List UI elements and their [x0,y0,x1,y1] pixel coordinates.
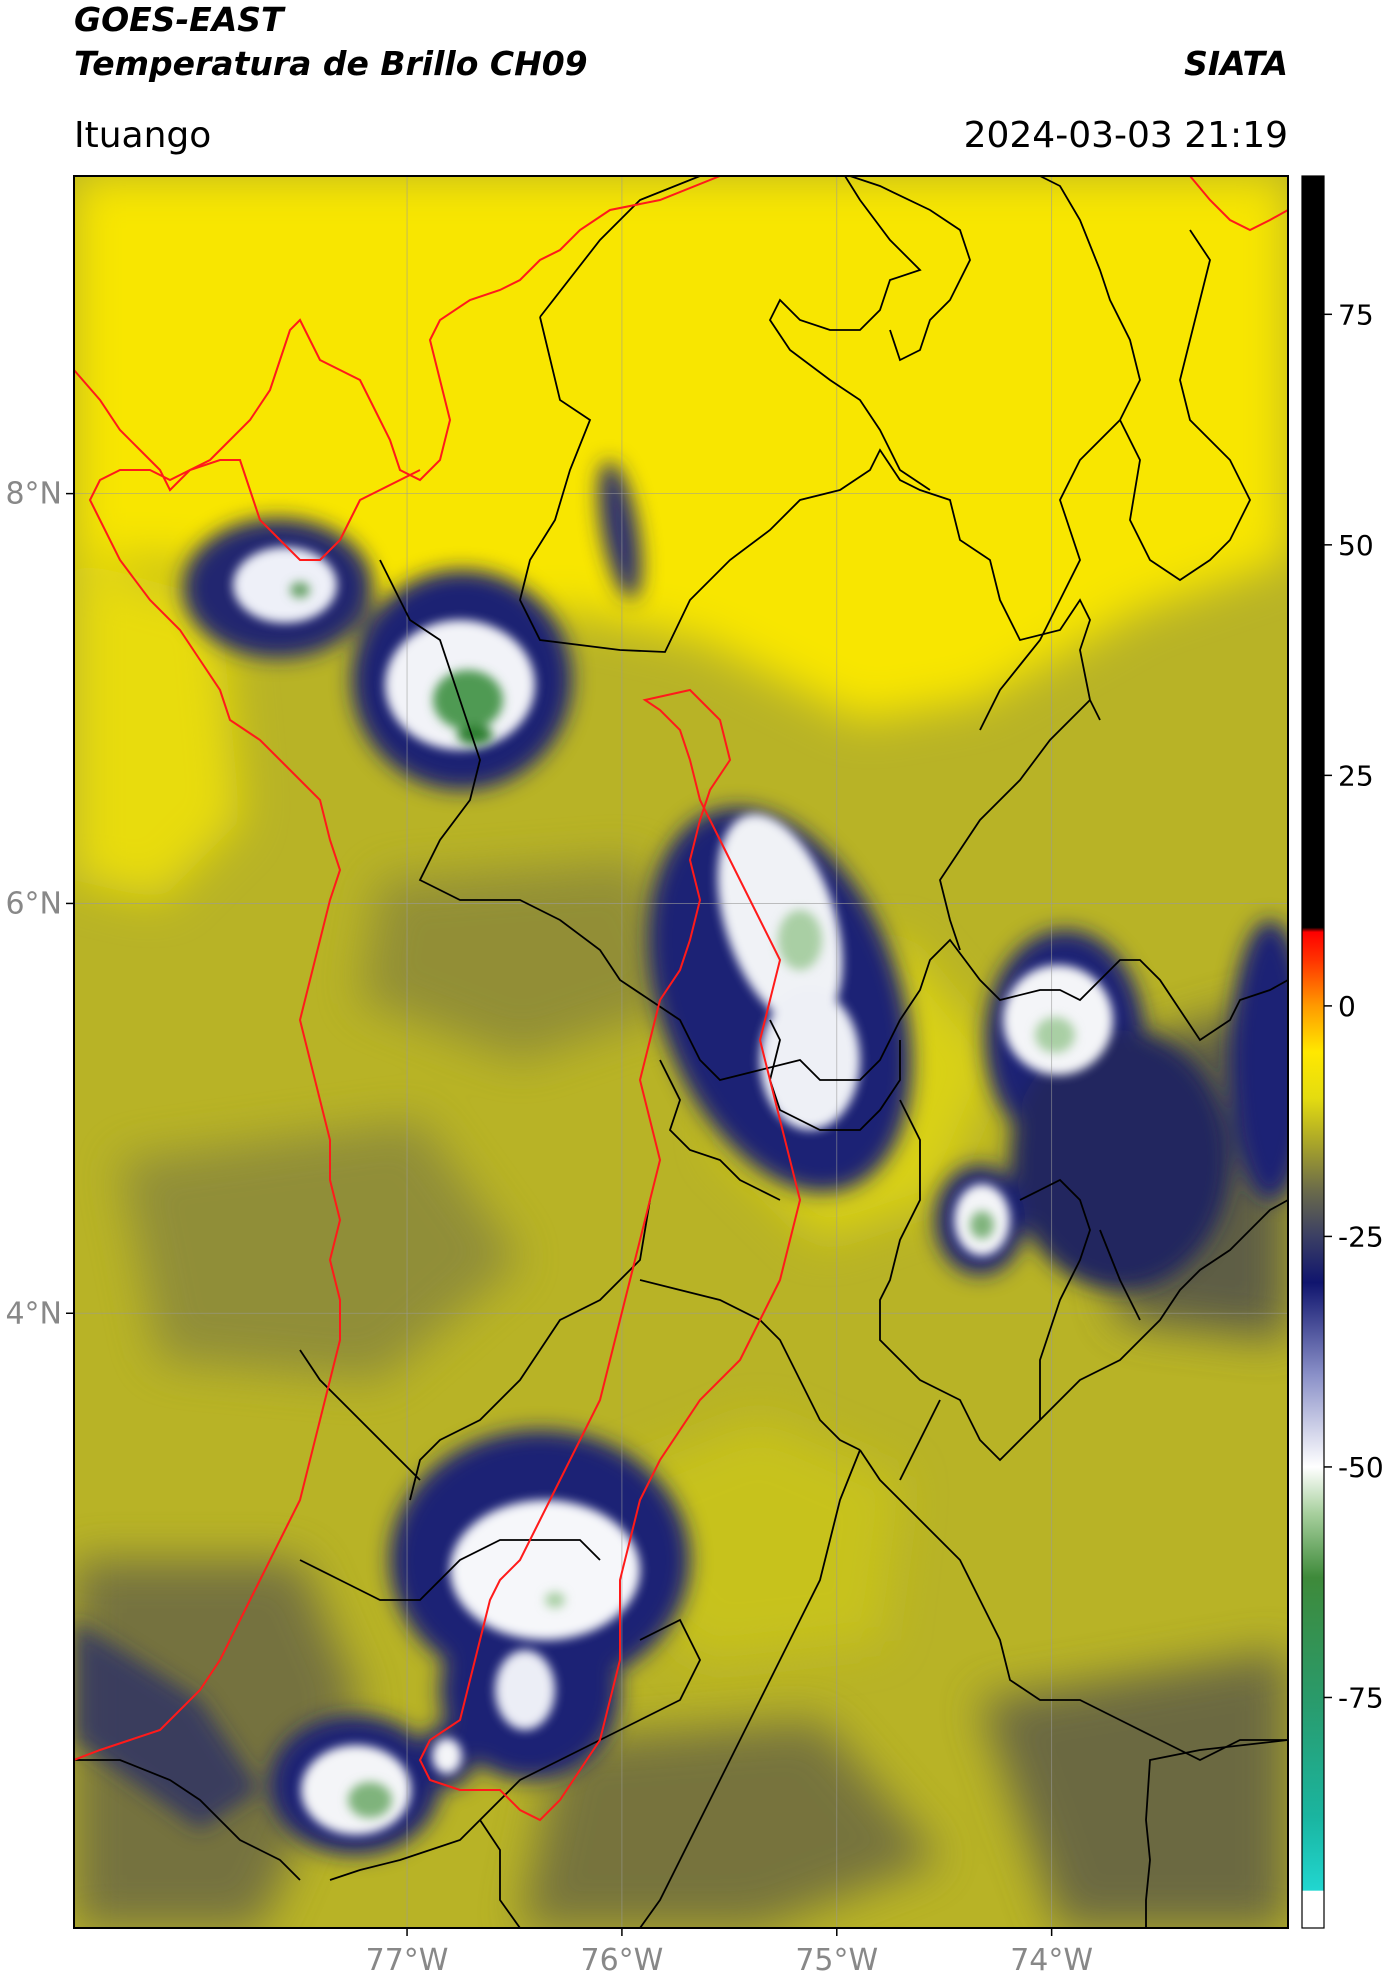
timestamp-label: 2024-03-03 21:19 [963,115,1288,156]
organization-label: SIATA [1184,44,1288,83]
lon-tick-label: 75°W [795,1943,878,1978]
colorbar-tick-label: 75 [1338,298,1374,331]
colorbar-tick-label: 25 [1338,759,1374,792]
department-borders [74,176,1288,1928]
lon-tick-label: 74°W [1010,1943,1093,1978]
lat-tick-label: 4°N [5,1296,62,1331]
longitude-labels: 77°W 76°W 75°W 74°W [366,1928,1093,1978]
latitude-labels: 8°N 6°N 4°N [5,477,74,1331]
lat-tick-label: 8°N [5,477,62,512]
colorbar: 75 50 25 0 -25 -50 -75 [1301,175,1384,1929]
colorbar-frame [1301,175,1325,1929]
lat-tick-label: 6°N [5,886,62,921]
coastline-and-basin [74,176,1288,1822]
colorbar-tick-label: -50 [1338,1451,1384,1484]
colorbar-scale [1302,176,1324,1928]
lon-tick-label: 77°W [366,1943,449,1978]
lon-tick-label: 76°W [580,1943,663,1978]
colorbar-tick-label: -25 [1338,1220,1384,1253]
colorbar-tick-label: 50 [1338,529,1374,562]
region-label: Ituango [74,115,212,156]
colorbar-ticks: 75 50 25 0 -25 -50 -75 [1324,298,1384,1714]
colorbar-tick-label: -75 [1338,1681,1384,1714]
brightness-temperature-field [74,176,1288,1928]
colorbar-tick-label: 0 [1338,990,1356,1023]
graticule-lines [74,176,1288,1928]
satellite-title: GOES-EAST [74,0,284,39]
map-frame [73,175,1289,1929]
product-title: Temperatura de Brillo CH09 [74,44,588,83]
